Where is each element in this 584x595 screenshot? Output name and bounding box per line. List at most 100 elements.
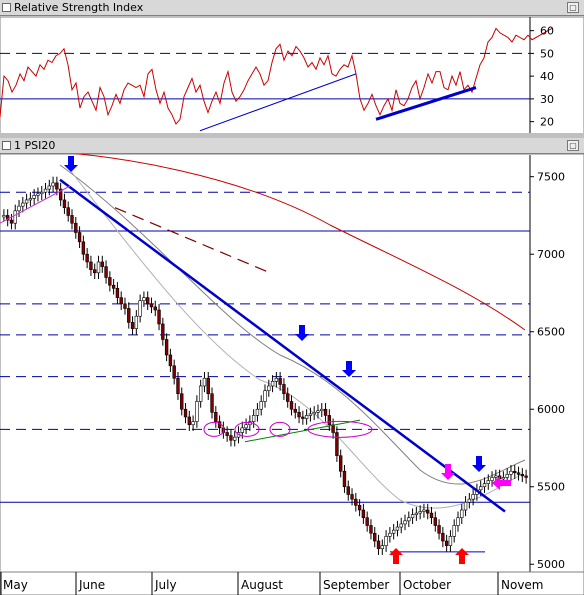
rsi-trendline-1 [199, 73, 357, 132]
x-tick-label: May [3, 578, 28, 592]
candle-body [270, 381, 275, 387]
candle-body [376, 540, 381, 550]
price-tick-label: 6500 [537, 326, 565, 339]
candle-body [198, 385, 203, 402]
candle-body [342, 470, 347, 488]
price-maximize-button[interactable]: ▢ [567, 140, 579, 151]
candle-body [286, 393, 290, 402]
candle-body [410, 514, 415, 519]
pattern-ellipse [269, 421, 291, 437]
rsi-trendline-2 [375, 86, 477, 121]
candle-body [5, 215, 10, 221]
x-tick-label: August [241, 578, 283, 592]
price-tick-label: 6000 [537, 403, 565, 416]
candle-body [520, 474, 525, 477]
candle-body [456, 517, 460, 526]
candle-body [391, 529, 396, 534]
candle-body [13, 210, 17, 224]
candle-body [214, 412, 218, 422]
candle-body [55, 182, 59, 190]
candle-body [384, 536, 388, 546]
price-annotations [0, 156, 511, 564]
candle-body [202, 377, 207, 387]
candle-body [32, 195, 36, 199]
price-y-axis: 5000 5500 6000 6500 7000 7500 [530, 171, 565, 571]
down-arrow-blue-4 [472, 456, 486, 472]
candle-body [357, 505, 362, 511]
candle-body [43, 188, 48, 193]
candle-body [354, 498, 358, 506]
candle-body [157, 309, 161, 325]
candle-body [418, 511, 422, 514]
candle-body [320, 408, 324, 412]
candle-body [482, 483, 487, 488]
candle-body [134, 315, 139, 329]
price-tick-label: 7500 [537, 171, 565, 184]
rsi-panel-frame [0, 16, 584, 136]
price-tick-label: 7000 [537, 248, 565, 261]
candle-body [267, 385, 271, 391]
candle-body [123, 303, 127, 309]
candle-body [164, 339, 169, 356]
candle-body [399, 523, 403, 528]
candle-body [403, 520, 407, 525]
candle-body [93, 269, 97, 274]
candle-body [395, 526, 400, 531]
rsi-panel-select-box[interactable] [2, 3, 11, 12]
candle-body [9, 219, 14, 224]
x-axis: May June July August September October Novem [0, 571, 584, 595]
candle-body [304, 415, 309, 419]
rsi-maximize-button[interactable]: ▢ [567, 2, 579, 13]
candle-body [104, 266, 108, 278]
candle-body [85, 253, 89, 263]
candle-body [297, 412, 301, 418]
candle-body [225, 432, 229, 436]
candle-body [187, 416, 192, 426]
up-arrow-red-2 [455, 548, 469, 564]
x-tick-label: September [323, 578, 389, 592]
x-tick-label: July [154, 578, 177, 592]
candle-body [486, 480, 490, 484]
candle-body [58, 188, 63, 201]
candle-body [47, 185, 51, 190]
candle-body [115, 288, 120, 298]
candle-body [244, 424, 248, 429]
candle-body [516, 472, 521, 475]
candle-body [255, 408, 260, 416]
candle-body [338, 455, 343, 472]
candle-body [274, 377, 279, 382]
candle-body [100, 261, 104, 267]
candle-body [323, 408, 328, 416]
candle-body [74, 222, 78, 233]
candle-body [463, 501, 468, 511]
candle-body [153, 306, 157, 311]
candle-body [172, 365, 176, 379]
rsi-tick-label: 20 [540, 116, 554, 129]
candle-body [331, 424, 335, 433]
candle-body [81, 241, 86, 255]
candle-body [308, 413, 313, 416]
candle-body [111, 284, 116, 289]
ma-medium-line [59, 164, 526, 485]
panel-splitter [0, 133, 584, 138]
rsi-line-group [0, 27, 553, 132]
candle-body [444, 540, 449, 546]
price-panel-select-box[interactable] [2, 141, 11, 150]
candle-body [335, 432, 339, 457]
candle-body [89, 261, 93, 271]
candle-body [259, 401, 263, 410]
candle-body [365, 517, 369, 526]
candle-body [460, 509, 464, 519]
candle-body [373, 532, 377, 542]
candle-body [327, 415, 332, 426]
candle-body [452, 525, 456, 537]
price-panel-frame [0, 153, 584, 575]
candle-body [149, 303, 154, 308]
candle-body [51, 182, 55, 187]
green-support-line [244, 419, 361, 443]
candle-body [176, 377, 180, 395]
candle-body [142, 297, 146, 302]
candle-body [369, 525, 373, 534]
candle-body [494, 475, 498, 478]
candle-body [479, 486, 483, 491]
